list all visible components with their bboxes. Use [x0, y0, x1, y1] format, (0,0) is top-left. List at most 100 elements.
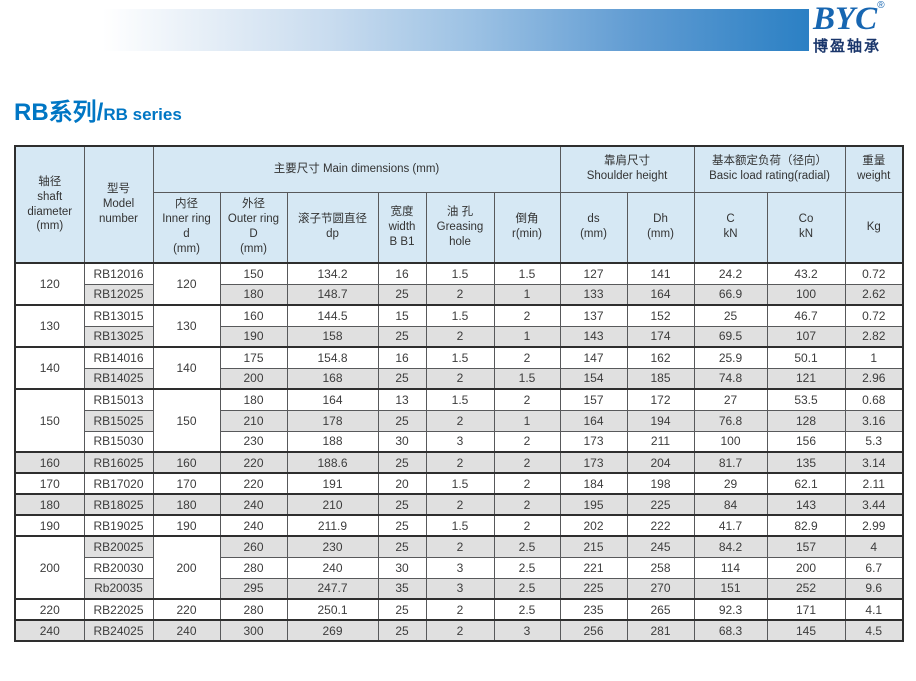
pitch-diameter-cell: 154.8 [286, 346, 379, 369]
weight-cell: 3.14 [844, 451, 904, 474]
weight-cell: 6.7 [844, 556, 904, 579]
pitch-diameter-cell: 168 [286, 367, 379, 390]
chamfer-cell: 2 [493, 514, 561, 537]
weight-cell: 3.44 [844, 493, 904, 516]
outer-ring-cell: 150 [219, 262, 288, 285]
dh-cell: 222 [626, 514, 695, 537]
chamfer-cell: 2 [493, 472, 561, 495]
c-load-cell: 29 [693, 472, 768, 495]
chamfer-cell: 1.5 [493, 367, 561, 390]
table-row: 160 RB16025 160 220 188.6 25 2 2 173 204 81.7 135 3.… [14, 451, 904, 474]
group-header-shoulder-height: 靠肩尺寸 Shoulder height [559, 145, 695, 193]
logo-subtext: 博盈轴承 [813, 38, 882, 55]
page-title: RB系列/RB series [14, 92, 182, 127]
c-load-cell: 76.8 [693, 409, 768, 432]
chamfer-cell: 1 [493, 325, 561, 348]
width-cell: 25 [377, 535, 427, 558]
c-load-cell: 25 [693, 304, 768, 327]
width-cell: 15 [377, 304, 427, 327]
table-row: RB15025 210 178 25 2 1 164 194 76.8 128 3.16 [15, 409, 904, 432]
col-header-dh: Dh (mm) [626, 191, 695, 264]
outer-ring-cell: 220 [219, 472, 288, 495]
width-cell: 35 [377, 577, 427, 600]
outer-ring-cell: 260 [219, 535, 288, 558]
outer-ring-cell: 220 [219, 451, 288, 474]
pitch-diameter-cell: 158 [286, 325, 379, 348]
registered-trademark-symbol: ® [877, 0, 885, 11]
chamfer-cell: 3 [493, 619, 561, 642]
weight-cell: 1 [844, 346, 904, 369]
col-header-c-kn: C kN [693, 191, 768, 264]
pitch-diameter-cell: 240 [286, 556, 379, 579]
model-number-cell: Rb20035 [83, 577, 154, 600]
weight-cell: 9.6 [844, 577, 904, 600]
greasing-hole-cell: 3 [425, 430, 495, 453]
chamfer-cell: 2 [493, 304, 561, 327]
chamfer-cell: 2.5 [493, 535, 561, 558]
dh-cell: 185 [626, 367, 695, 390]
co-load-cell: 135 [766, 451, 846, 474]
pitch-diameter-cell: 269 [286, 619, 379, 642]
outer-ring-cell: 160 [219, 304, 288, 327]
dh-cell: 211 [626, 430, 695, 453]
col-header-greasing-hole: 油 孔 Greasing hole [425, 191, 495, 264]
outer-ring-cell: 295 [219, 577, 288, 600]
col-header-shaft-diameter: 轴径 shaft diameter (mm) [14, 145, 85, 264]
table-row: Rb20035 295 247.7 35 3 2.5 225 270 151 252 9.6 [15, 577, 904, 600]
table-header: 轴径 shaft diameter (mm) 型号 Model number 主… [14, 145, 904, 264]
weight-cell: 2.99 [844, 514, 904, 537]
greasing-hole-cell: 2 [425, 535, 495, 558]
col-header-model-number: 型号 Model number [83, 145, 154, 264]
shaft-diameter-cell: 220 [14, 598, 85, 621]
model-number-cell: RB24025 [83, 619, 154, 642]
c-load-cell: 92.3 [693, 598, 768, 621]
greasing-hole-cell: 2 [425, 409, 495, 432]
width-cell: 25 [377, 367, 427, 390]
dh-cell: 172 [626, 388, 695, 411]
dh-cell: 270 [626, 577, 695, 600]
dh-cell: 152 [626, 304, 695, 327]
table-row: RB20030 280 240 30 3 2.5 221 258 114 200 6.7 [15, 556, 904, 579]
width-cell: 20 [377, 472, 427, 495]
outer-ring-cell: 280 [219, 598, 288, 621]
shaft-diameter-cell: 130 [14, 304, 85, 348]
inner-ring-cell: 180 [152, 493, 221, 516]
co-load-cell: 171 [766, 598, 846, 621]
shaft-diameter-cell: 120 [14, 262, 85, 306]
co-load-cell: 121 [766, 367, 846, 390]
outer-ring-cell: 180 [219, 388, 288, 411]
co-load-cell: 252 [766, 577, 846, 600]
group-header-weight: 重量 weight [844, 145, 904, 193]
dh-cell: 164 [626, 283, 695, 306]
greasing-hole-cell: 2 [425, 451, 495, 474]
c-load-cell: 66.9 [693, 283, 768, 306]
group-header-load-rating: 基本额定负荷（径向） Basic load rating(radial) [693, 145, 846, 193]
table-row: RB13025 190 158 25 2 1 143 174 69.5 107 2.82 [15, 325, 904, 348]
pitch-diameter-cell: 134.2 [286, 262, 379, 285]
chamfer-cell: 2 [493, 451, 561, 474]
greasing-hole-cell: 1.5 [425, 304, 495, 327]
chamfer-cell: 1.5 [493, 262, 561, 285]
co-load-cell: 62.1 [766, 472, 846, 495]
chamfer-cell: 2 [493, 388, 561, 411]
table-row: 130 RB13015 130 160 144.5 15 1.5 2 137 152 25 46.7 0… [14, 304, 904, 348]
table-row: 190 RB19025 190 240 211.9 25 1.5 2 202 222 41.7 82.… [14, 514, 904, 537]
chamfer-cell: 1 [493, 283, 561, 306]
table-row: 180 RB18025 180 240 210 25 2 2 195 225 84 143 3.44 [14, 493, 904, 516]
pitch-diameter-cell: 188.6 [286, 451, 379, 474]
c-load-cell: 74.8 [693, 367, 768, 390]
weight-cell: 0.72 [844, 304, 904, 327]
chamfer-cell: 2 [493, 346, 561, 369]
dh-cell: 281 [626, 619, 695, 642]
outer-ring-cell: 190 [219, 325, 288, 348]
co-load-cell: 50.1 [766, 346, 846, 369]
col-header-kg: Kg [844, 191, 904, 264]
table-row: 170 RB17020 170 220 191 20 1.5 2 184 198 29 62.1 2.1… [14, 472, 904, 495]
inner-ring-cell: 190 [152, 514, 221, 537]
ds-cell: 256 [559, 619, 628, 642]
model-number-cell: RB15030 [83, 430, 154, 453]
model-number-cell: RB20025 [83, 535, 154, 558]
ds-cell: 154 [559, 367, 628, 390]
ds-cell: 184 [559, 472, 628, 495]
width-cell: 13 [377, 388, 427, 411]
